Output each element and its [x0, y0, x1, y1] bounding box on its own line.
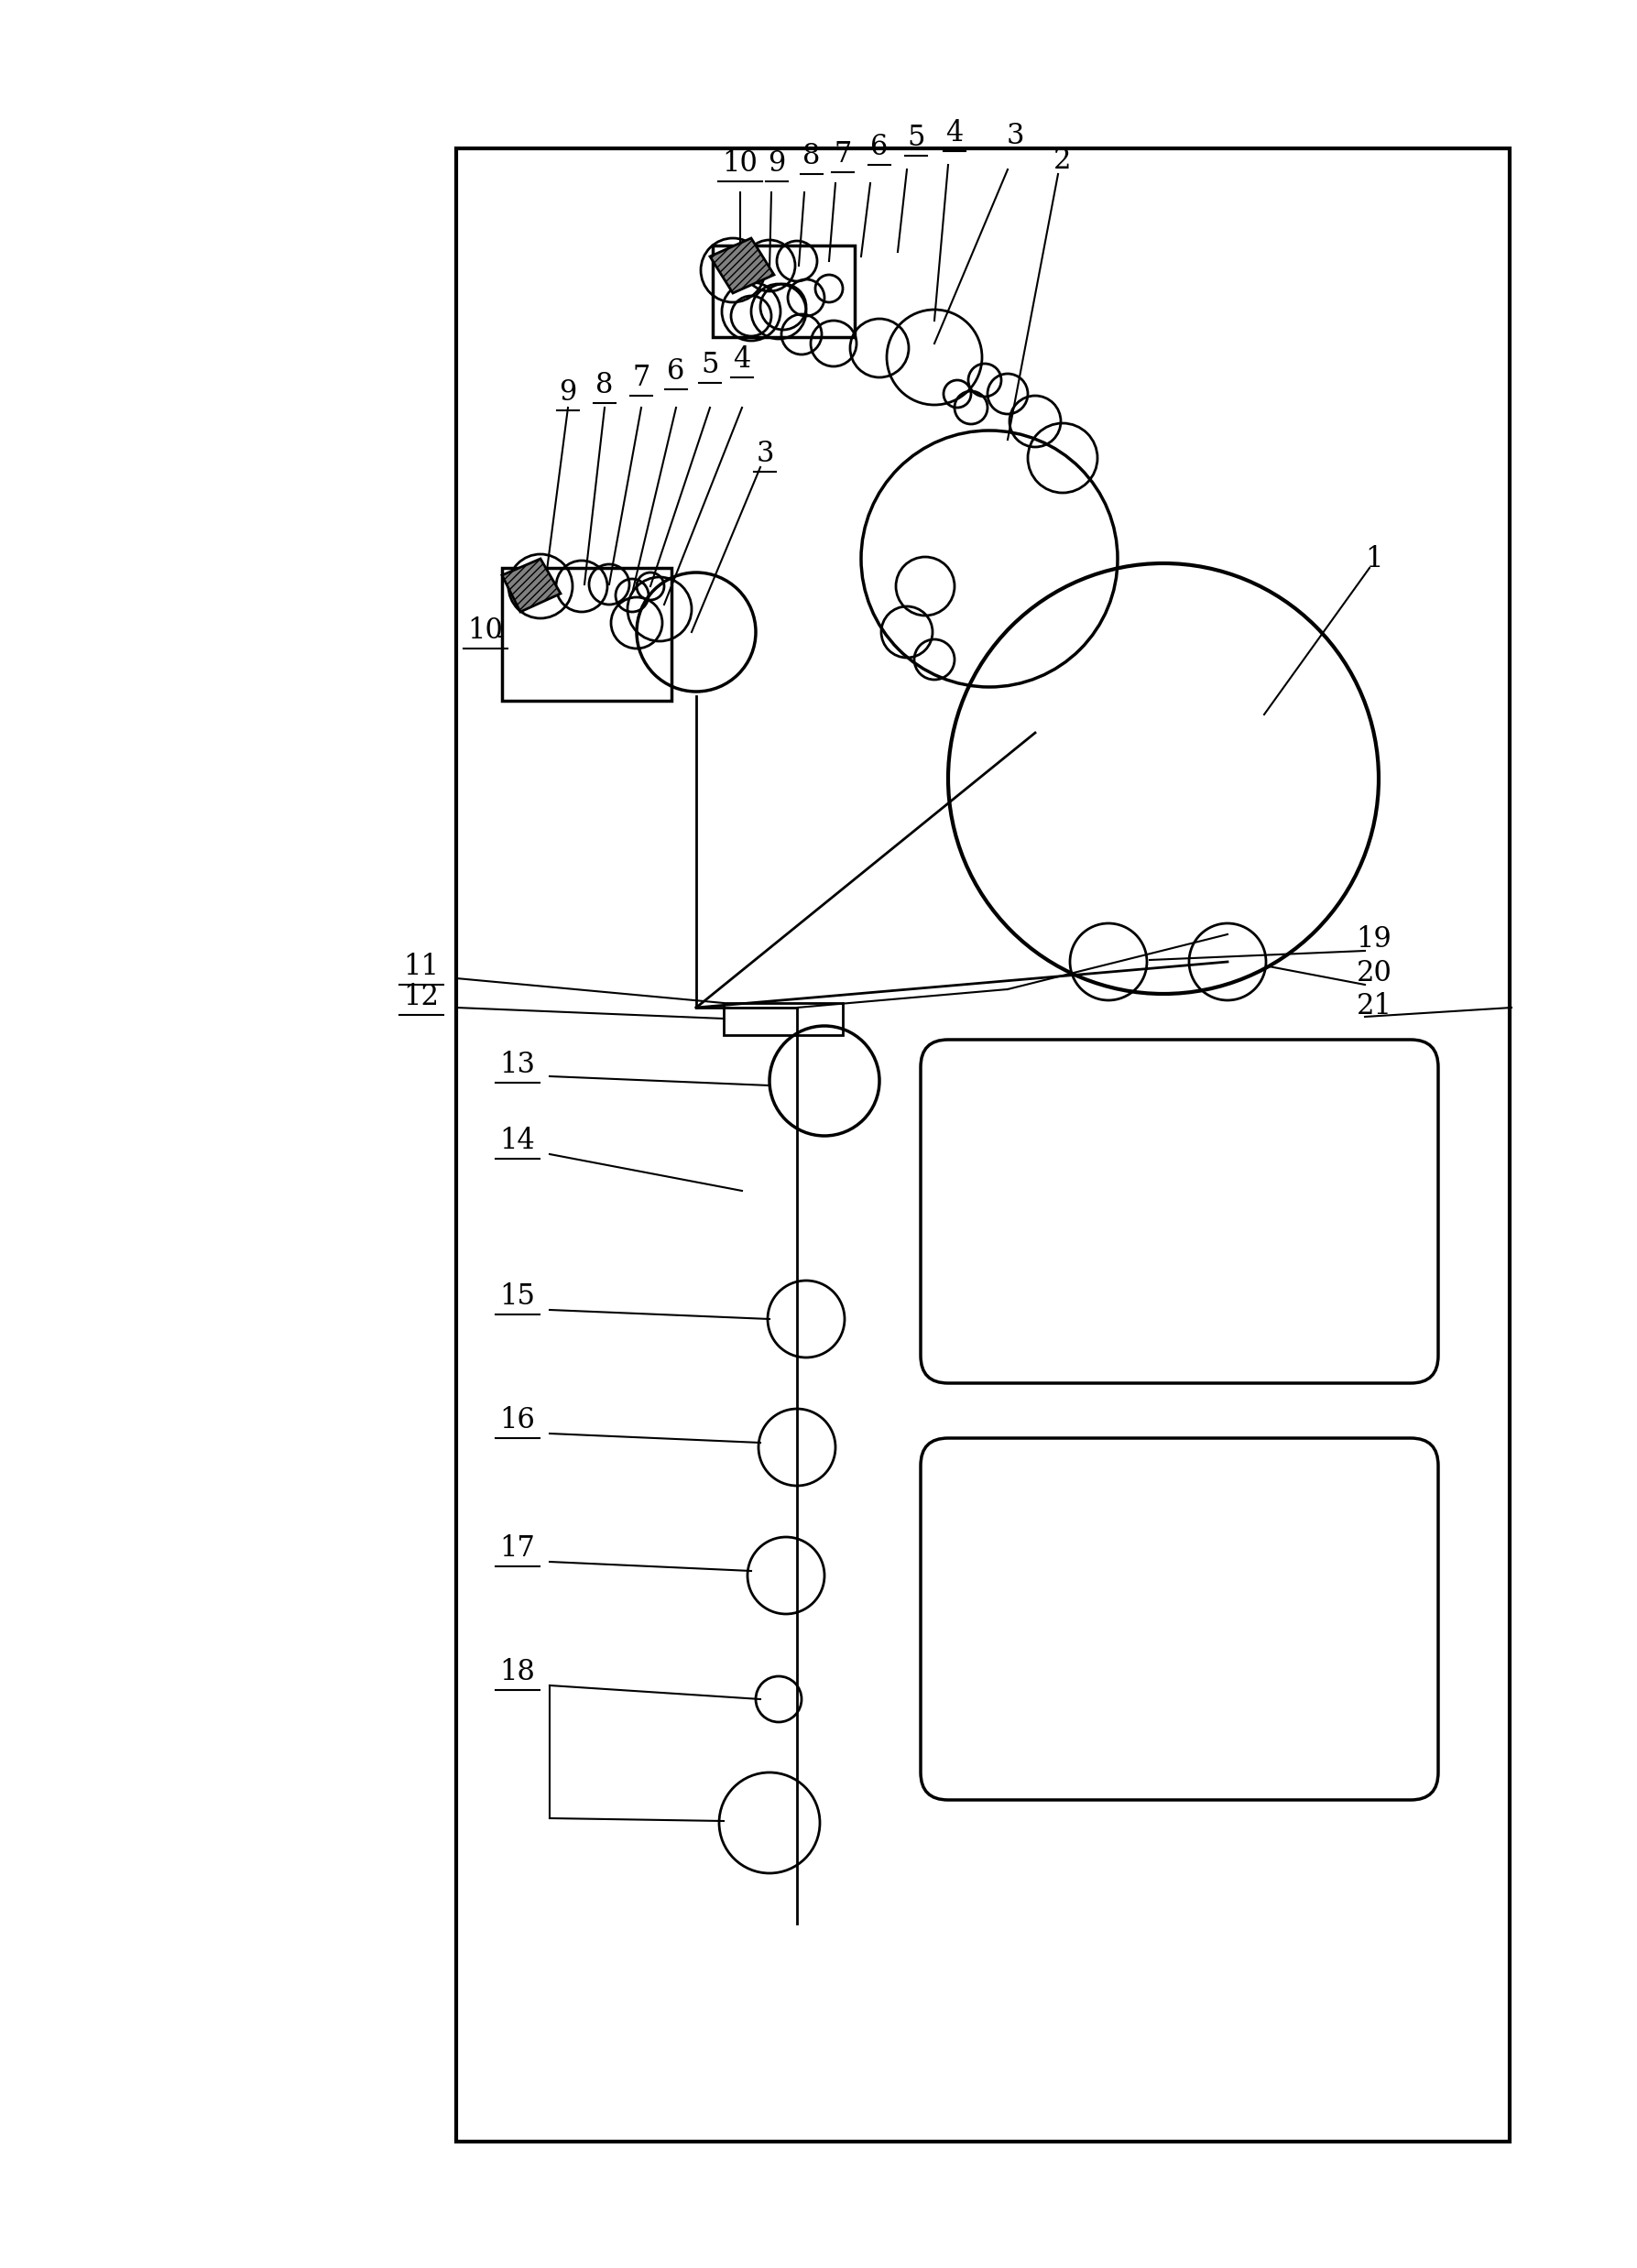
Text: 11: 11 — [404, 953, 439, 980]
Text: 5: 5 — [907, 122, 925, 152]
Text: 2: 2 — [1054, 145, 1072, 175]
Text: 6: 6 — [871, 132, 889, 161]
Text: 1: 1 — [1365, 544, 1383, 574]
Text: 21: 21 — [1355, 991, 1391, 1021]
Text: 17: 17 — [499, 1533, 535, 1563]
Text: 9: 9 — [560, 379, 576, 406]
Text: 13: 13 — [499, 1050, 535, 1080]
Text: 16: 16 — [499, 1406, 535, 1433]
Text: 5: 5 — [701, 349, 719, 379]
Text: 8: 8 — [596, 370, 614, 399]
Polygon shape — [710, 238, 774, 293]
Text: 12: 12 — [404, 982, 439, 1012]
Bar — [724, 1002, 843, 1034]
Text: 7: 7 — [632, 363, 650, 392]
Text: 15: 15 — [499, 1281, 535, 1311]
Text: 4: 4 — [946, 118, 963, 147]
Text: 20: 20 — [1357, 959, 1391, 987]
Bar — [503, 567, 671, 701]
Polygon shape — [503, 558, 560, 612]
Text: 3: 3 — [756, 440, 774, 467]
Text: 10: 10 — [468, 617, 503, 644]
Text: 9: 9 — [768, 150, 786, 177]
Text: 7: 7 — [833, 141, 851, 168]
Bar — [457, 147, 1509, 2141]
Text: 18: 18 — [499, 1658, 535, 1685]
Text: 6: 6 — [668, 356, 684, 386]
Text: 3: 3 — [1007, 122, 1023, 150]
Text: 8: 8 — [802, 141, 820, 170]
Text: 19: 19 — [1357, 925, 1391, 953]
Text: 4: 4 — [733, 345, 751, 374]
Text: 10: 10 — [722, 150, 758, 177]
Bar — [712, 245, 855, 338]
Text: 14: 14 — [499, 1127, 535, 1154]
